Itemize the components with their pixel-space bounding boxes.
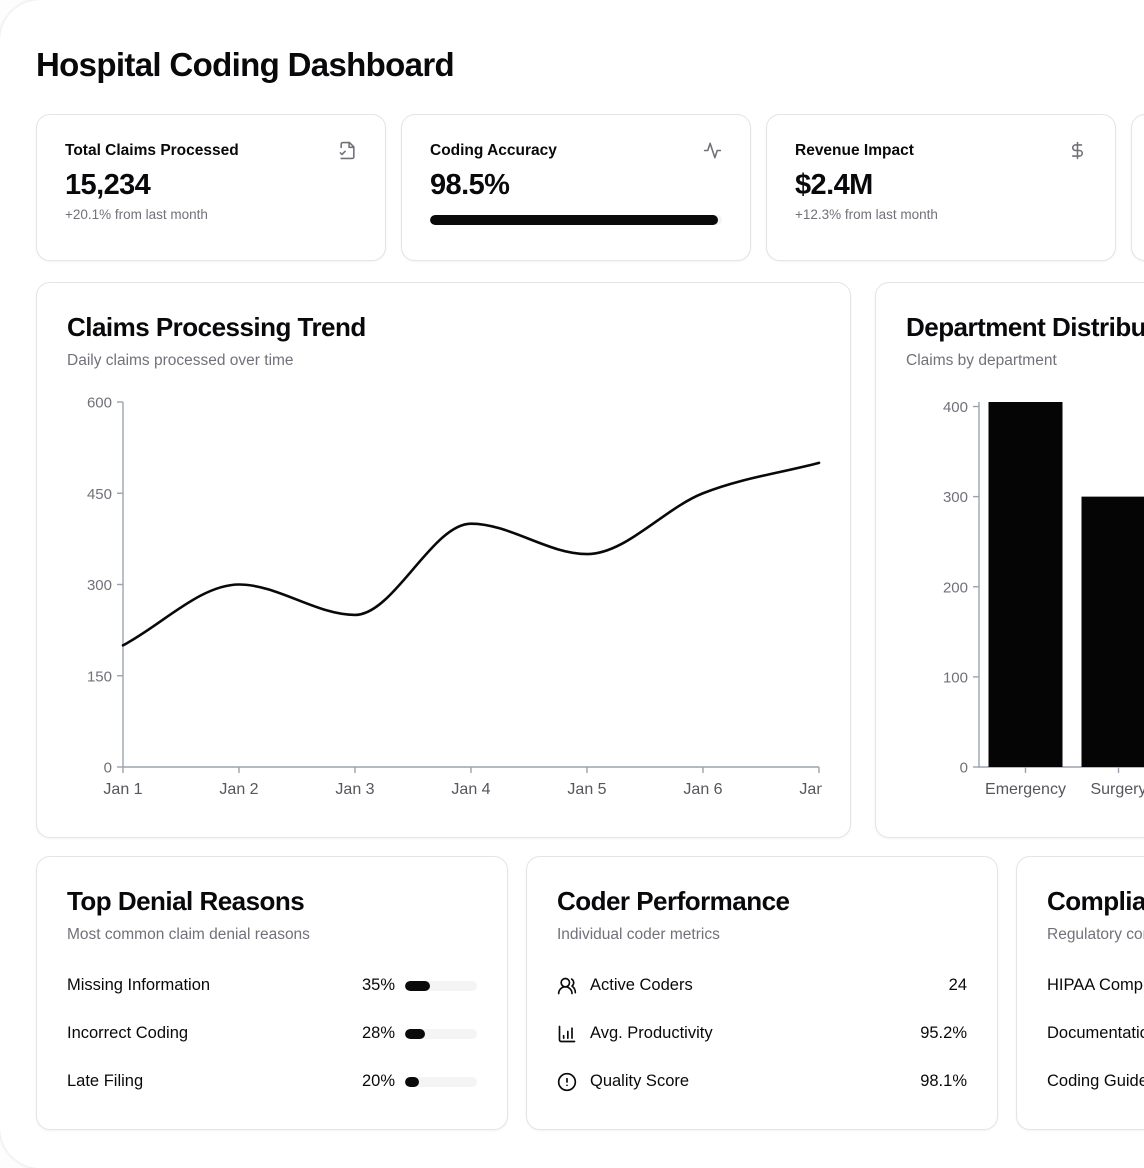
coder-metric-row: Avg. Productivity 95.2%	[557, 1024, 967, 1044]
metric-value: 24	[948, 976, 967, 995]
svg-text:300: 300	[943, 489, 968, 506]
svg-text:150: 150	[87, 668, 112, 685]
denial-percent: 28%	[361, 1024, 395, 1043]
compliance-label: Coding Guidelines	[1047, 1072, 1144, 1091]
page-title: Hospital Coding Dashboard	[36, 46, 455, 83]
svg-text:Jan 4: Jan 4	[451, 781, 490, 798]
metric-label: Active Coders	[590, 976, 693, 995]
svg-text:Jan 2: Jan 2	[219, 781, 258, 798]
denial-progress-fill	[405, 980, 431, 991]
dollar-sign-icon	[1068, 141, 1087, 160]
panel-title: Compliance Status	[1047, 886, 1144, 916]
department-bar-chart[interactable]: 0 100 200 300 400 Emergency Surgery	[906, 392, 1144, 809]
metric-value: 95.2%	[920, 1024, 967, 1043]
stat-change: +20.1% from last month	[65, 207, 208, 222]
metric-value: 98.1%	[920, 1072, 967, 1091]
stat-card-revenue-impact: Revenue Impact $2.4M +12.3% from last mo…	[766, 114, 1116, 261]
svg-text:Emergency: Emergency	[985, 781, 1066, 798]
denial-row: Late Filing 20%	[67, 1072, 477, 1092]
stat-card-coding-accuracy: Coding Accuracy 98.5%	[401, 114, 751, 261]
denial-progress-bar	[405, 1076, 477, 1087]
panel-subtitle: Individual coder metrics	[557, 925, 720, 943]
stat-change: +12.3% from last month	[795, 207, 938, 222]
denial-progress-bar	[405, 1028, 477, 1039]
panel-title: Department Distribution	[906, 312, 1144, 342]
svg-text:600: 600	[87, 394, 112, 411]
bottom-row: Top Denial Reasons Most common claim den…	[36, 856, 1144, 1130]
coder-performance-panel: Coder Performance Individual coder metri…	[526, 856, 998, 1130]
compliance-row: HIPAA Compliance	[1047, 976, 1144, 996]
stat-label: Total Claims Processed	[65, 141, 239, 159]
users-icon	[557, 976, 577, 996]
stat-card-total-claims: Total Claims Processed 15,234 +20.1% fro…	[36, 114, 386, 261]
department-distribution-panel: Department Distribution Claims by depart…	[875, 282, 1144, 838]
panel-title: Coder Performance	[557, 886, 790, 916]
top-denial-reasons-panel: Top Denial Reasons Most common claim den…	[36, 856, 508, 1130]
stat-value: 15,234	[65, 169, 151, 201]
accuracy-progress-bar	[430, 215, 722, 225]
stat-value: $2.4M	[795, 169, 873, 201]
svg-text:Surgery: Surgery	[1090, 781, 1144, 798]
svg-text:0: 0	[960, 759, 968, 776]
stat-card-cutoff	[1131, 114, 1144, 261]
denial-percent: 35%	[361, 976, 395, 995]
claims-trend-panel: Claims Processing Trend Daily claims pro…	[36, 282, 851, 838]
metric-label: Quality Score	[590, 1072, 690, 1091]
compliance-row: Documentation	[1047, 1024, 1144, 1044]
stat-label: Revenue Impact	[795, 141, 914, 159]
denial-label: Incorrect Coding	[67, 1024, 189, 1043]
panel-title: Top Denial Reasons	[67, 886, 305, 916]
svg-text:100: 100	[943, 669, 968, 686]
activity-icon	[703, 141, 722, 160]
svg-text:Jan 5: Jan 5	[567, 781, 606, 798]
svg-text:0: 0	[104, 759, 112, 776]
coder-metric-row: Active Coders 24	[557, 976, 967, 996]
svg-text:400: 400	[943, 399, 968, 416]
denial-percent: 20%	[361, 1072, 395, 1091]
panel-subtitle: Regulatory compliance status	[1047, 925, 1144, 943]
svg-text:450: 450	[87, 486, 112, 503]
panel-subtitle: Most common claim denial reasons	[67, 925, 310, 943]
denial-progress-fill	[405, 1076, 420, 1087]
svg-text:Jan 7: Jan 7	[799, 781, 822, 798]
denial-progress-bar	[405, 980, 477, 991]
stat-value: 98.5%	[430, 169, 510, 201]
charts-row: Claims Processing Trend Daily claims pro…	[36, 282, 1144, 838]
bar-chart-icon	[557, 1024, 577, 1044]
denial-progress-fill	[405, 1028, 426, 1039]
svg-text:Jan 3: Jan 3	[335, 781, 374, 798]
compliance-status-panel: Compliance Status Regulatory compliance …	[1016, 856, 1144, 1130]
svg-text:200: 200	[943, 579, 968, 596]
stat-label: Coding Accuracy	[430, 141, 557, 159]
accuracy-progress-fill	[430, 215, 718, 225]
file-check-icon	[338, 141, 357, 160]
compliance-label: HIPAA Compliance	[1047, 976, 1144, 995]
svg-text:Jan 1: Jan 1	[103, 781, 142, 798]
compliance-label: Documentation	[1047, 1024, 1144, 1043]
denial-row: Incorrect Coding 28%	[67, 1024, 477, 1044]
svg-text:300: 300	[87, 577, 112, 594]
denial-row: Missing Information 35%	[67, 976, 477, 996]
metric-label: Avg. Productivity	[590, 1024, 713, 1043]
alert-circle-icon	[557, 1072, 577, 1092]
denial-label: Late Filing	[67, 1072, 144, 1091]
coder-metric-row: Quality Score 98.1%	[557, 1072, 967, 1092]
claims-trend-line-chart[interactable]: 0 150 300 450 600 Jan 1 Jan 2 Jan 3 Jan 4 Jan 5 Ja…	[67, 392, 839, 809]
compliance-row: Coding Guidelines	[1047, 1072, 1144, 1092]
stat-cards-row: Total Claims Processed 15,234 +20.1% fro…	[36, 114, 1144, 261]
panel-subtitle: Daily claims processed over time	[67, 351, 294, 369]
denial-label: Missing Information	[67, 976, 211, 995]
panel-subtitle: Claims by department	[906, 351, 1057, 369]
svg-text:Jan 6: Jan 6	[683, 781, 722, 798]
panel-title: Claims Processing Trend	[67, 312, 366, 342]
